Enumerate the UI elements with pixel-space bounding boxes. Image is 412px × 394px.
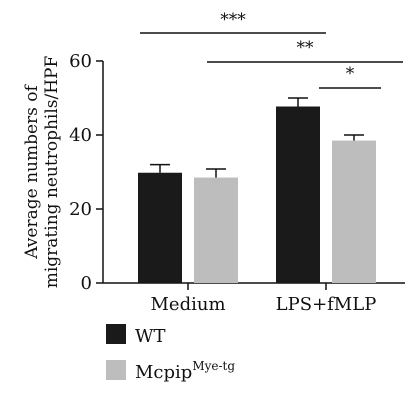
legend-label: WT — [135, 326, 166, 347]
y-axis-label-line-1: Average numbers of — [22, 83, 42, 259]
significance-label: *** — [220, 10, 246, 30]
bar — [332, 140, 376, 283]
bar — [138, 172, 182, 283]
legend-swatch — [106, 324, 126, 344]
significance-label: * — [346, 64, 355, 84]
legend-label: McpipMye-tg — [135, 359, 235, 383]
legend-swatch — [106, 360, 126, 380]
bar — [276, 106, 320, 283]
x-category-label: Medium — [150, 294, 225, 315]
y-tick-label: 0 — [81, 273, 92, 294]
x-category-label: LPS+fMLP — [276, 294, 377, 315]
bar — [194, 177, 238, 283]
y-axis-label-line-2: migrating neutrophils/HPF — [42, 56, 62, 289]
y-tick-label: 60 — [69, 51, 92, 72]
y-tick-label: 20 — [69, 199, 92, 220]
significance-label: ** — [297, 38, 315, 58]
y-tick-label: 40 — [69, 125, 92, 146]
legend-label-superscript: Mye-tg — [192, 359, 235, 373]
